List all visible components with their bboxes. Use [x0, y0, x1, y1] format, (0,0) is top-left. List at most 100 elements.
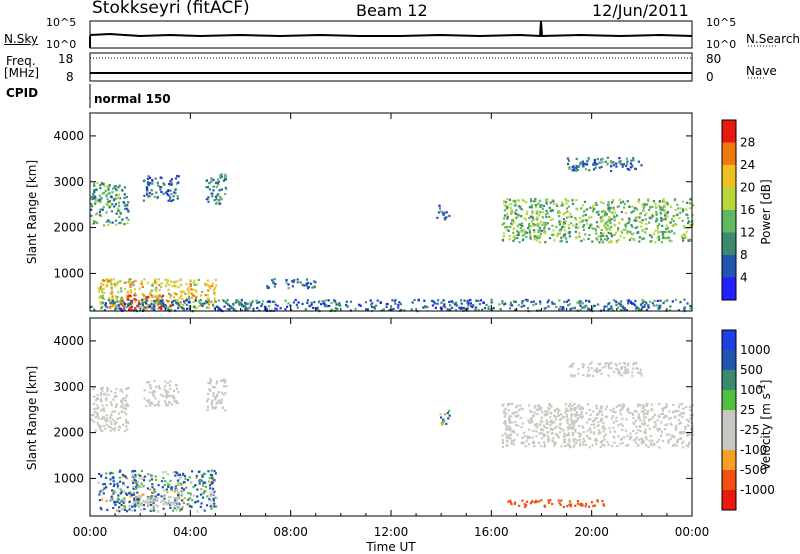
power-echo-cell	[584, 213, 587, 216]
power-echo-cell	[576, 169, 579, 172]
power-echo-cell	[146, 182, 150, 185]
velocity-echo-cell	[596, 371, 599, 374]
power-echo-cell	[539, 229, 542, 232]
velocity-echo-cell	[574, 409, 577, 412]
velocity-echo-cell	[112, 480, 115, 483]
power-echo-cell	[305, 284, 308, 287]
velocity-echo-cell	[671, 435, 674, 438]
velocity-echo-cell	[628, 436, 631, 439]
power-echo-cell	[487, 307, 490, 310]
velocity-echo-cell	[637, 413, 640, 416]
velocity-echo-cell	[652, 425, 656, 428]
power-echo-cell	[625, 157, 628, 160]
power-echo-cell	[632, 159, 635, 162]
velocity-echo-cell	[538, 500, 541, 503]
power-echo-cell	[93, 222, 96, 225]
power-echo-cell	[174, 192, 177, 195]
power-echo-cell	[666, 215, 669, 218]
power-echo-cell	[643, 203, 646, 206]
power-echo-cell	[201, 290, 204, 293]
velocity-echo-cell	[651, 408, 654, 412]
velocity-echo-cell	[114, 423, 117, 426]
power-echo-cell	[521, 300, 524, 303]
power-echo-cell	[172, 296, 175, 299]
velocity-echo-cell	[113, 429, 116, 432]
power-echo-cell	[648, 208, 651, 211]
power-echo-cell	[228, 308, 231, 311]
power-echo-cell	[99, 187, 102, 190]
velocity-echo-cell	[626, 368, 629, 371]
power-echo-cell	[150, 189, 153, 192]
power-echo-cell	[189, 279, 192, 282]
power-echo-cell	[575, 164, 578, 167]
power-echo-cell	[111, 203, 114, 206]
power-colorbar-swatch	[722, 210, 736, 233]
velocity-echo-cell	[177, 474, 180, 477]
power-echo-cell	[114, 187, 117, 190]
power-echo-cell	[128, 280, 131, 283]
power-echo-cell	[124, 302, 127, 306]
velocity-echo-cell	[525, 439, 528, 442]
nsearch-tick-high: 10^5	[706, 16, 736, 29]
power-echo-cell	[238, 302, 241, 305]
power-echo-cell	[179, 278, 182, 281]
velocity-echo-cell	[570, 419, 573, 422]
velocity-echo-cell	[613, 430, 616, 433]
power-echo-cell	[153, 308, 156, 311]
power-echo-cell	[649, 240, 652, 243]
power-echo-cell	[102, 182, 105, 186]
power-echo-cell	[133, 298, 136, 301]
power-echo-cell	[509, 301, 513, 304]
velocity-echo-cell	[551, 502, 554, 506]
power-echo-cell	[244, 303, 247, 306]
velocity-echo-cell	[649, 434, 652, 438]
velocity-echo-cell	[613, 441, 616, 444]
power-echo-cell	[556, 204, 559, 207]
power-echo-cell	[221, 299, 224, 302]
power-echo-cell	[267, 286, 270, 289]
velocity-echo-cell	[202, 492, 205, 495]
velocity-echo-cell	[213, 502, 216, 505]
velocity-echo-cell	[603, 438, 606, 441]
velocity-colorbar-swatch	[722, 350, 736, 370]
power-echo-cell	[583, 200, 586, 203]
power-echo-cell	[539, 205, 542, 208]
velocity-echo-cell	[681, 442, 684, 445]
velocity-echo-cell	[539, 419, 543, 422]
power-echo-cell	[101, 290, 104, 293]
velocity-echo-cell	[126, 394, 129, 397]
power-echo-cell	[542, 204, 545, 208]
velocity-echo-cell	[663, 428, 666, 431]
power-echo-cell	[670, 205, 673, 208]
power-echo-cell	[521, 239, 524, 242]
power-echo-cell	[592, 163, 595, 166]
power-echo-cell	[558, 308, 561, 311]
power-echo-cell	[544, 223, 547, 226]
velocity-echo-cell	[180, 484, 183, 487]
velocity-echo-cell	[149, 500, 152, 504]
velocity-echo-cell	[160, 480, 164, 483]
velocity-echo-cell	[148, 479, 151, 482]
velocity-echo-cell	[680, 431, 683, 434]
power-echo-cell	[675, 298, 678, 302]
power-echo-cell	[201, 304, 204, 307]
velocity-echo-cell	[130, 476, 134, 479]
velocity-echo-cell	[582, 430, 585, 434]
velocity-echo-cell	[631, 429, 635, 432]
power-echo-cell	[112, 305, 115, 308]
power-echo-cell	[545, 198, 548, 201]
velocity-echo-cell	[134, 473, 137, 477]
velocity-echo-cell	[653, 443, 656, 446]
velocity-echo-cell	[661, 408, 664, 411]
power-echo-cell	[192, 288, 195, 291]
power-echo-cell	[466, 301, 469, 304]
velocity-echo-cell	[182, 481, 185, 484]
power-echo-cell	[177, 304, 181, 307]
power-echo-cell	[602, 219, 605, 222]
power-echo-cell	[510, 211, 513, 214]
velocity-echo-cell	[518, 408, 521, 411]
power-echo-cell	[631, 302, 634, 305]
velocity-echo-cell	[172, 395, 175, 398]
velocity-echo-cell	[626, 371, 629, 374]
velocity-echo-cell	[506, 444, 509, 447]
